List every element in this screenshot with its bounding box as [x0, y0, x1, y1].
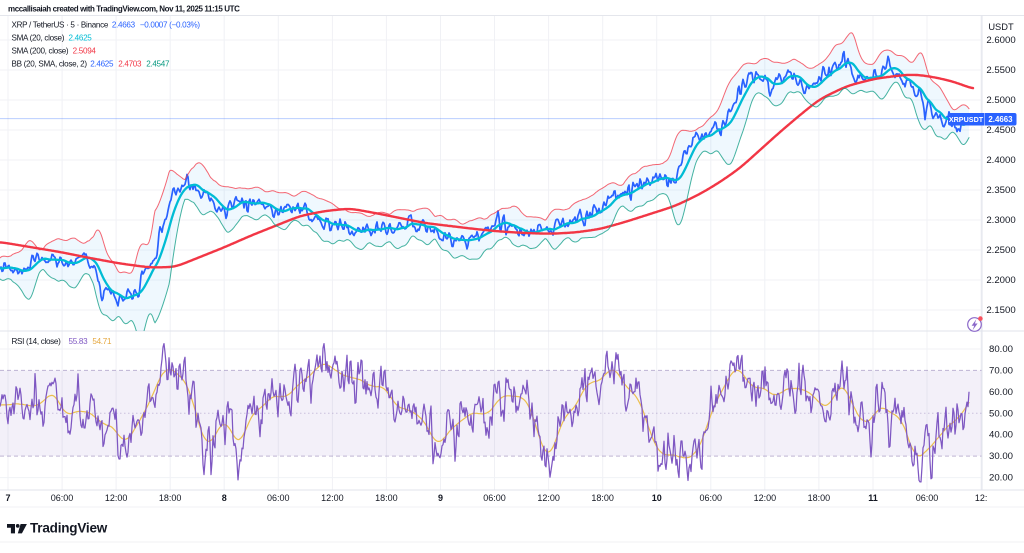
svg-text:06:00: 06:00: [700, 493, 723, 503]
svg-text:2.5500: 2.5500: [986, 65, 1015, 76]
svg-text:9: 9: [438, 493, 443, 503]
svg-text:06:00: 06:00: [267, 493, 290, 503]
svg-text:18:00: 18:00: [375, 493, 398, 503]
svg-text:2.3000: 2.3000: [986, 215, 1015, 226]
svg-text:XRP / TetherUS · 5 · Binance: XRP / TetherUS · 5 · Binance: [12, 21, 109, 30]
svg-text:40.00: 40.00: [989, 430, 1013, 441]
svg-text:RSI (14, close): RSI (14, close): [12, 337, 62, 346]
svg-text:20.00: 20.00: [989, 473, 1013, 484]
svg-text:30.00: 30.00: [989, 451, 1013, 462]
svg-text:USDT: USDT: [988, 22, 1014, 32]
svg-text:12:00: 12:00: [105, 493, 128, 503]
svg-text:12:00: 12:00: [321, 493, 344, 503]
svg-text:12:00: 12:00: [754, 493, 777, 503]
svg-text:2.1500: 2.1500: [986, 305, 1015, 316]
svg-text:55.83: 55.83: [69, 337, 89, 346]
svg-text:2.6000: 2.6000: [986, 35, 1015, 46]
svg-text:11: 11: [868, 493, 878, 503]
svg-text:50.00: 50.00: [989, 408, 1013, 419]
svg-text:SMA (20, close): SMA (20, close): [12, 34, 65, 43]
svg-text:18:00: 18:00: [808, 493, 831, 503]
svg-text:2.2000: 2.2000: [986, 275, 1015, 286]
svg-text:10: 10: [652, 493, 662, 503]
svg-text:XRPUSDT: XRPUSDT: [949, 115, 984, 124]
svg-text:06:00: 06:00: [483, 493, 506, 503]
svg-text:2.4547: 2.4547: [146, 60, 170, 69]
svg-text:7: 7: [5, 493, 10, 503]
svg-text:2.4625: 2.4625: [69, 34, 93, 43]
svg-text:TradingView: TradingView: [30, 521, 108, 536]
svg-text:54.71: 54.71: [92, 337, 112, 346]
svg-text:12:00: 12:00: [537, 493, 560, 503]
svg-text:2.4663: 2.4663: [988, 115, 1013, 124]
svg-text:2.4625: 2.4625: [90, 60, 114, 69]
svg-text:2.3500: 2.3500: [986, 185, 1015, 196]
svg-text:SMA (200, close): SMA (200, close): [12, 47, 69, 56]
svg-text:2.2500: 2.2500: [986, 245, 1015, 256]
svg-text:2.4703: 2.4703: [118, 60, 142, 69]
svg-text:BB (20, SMA, close, 2): BB (20, SMA, close, 2): [12, 60, 88, 69]
svg-text:06:00: 06:00: [51, 493, 74, 503]
svg-text:80.00: 80.00: [989, 344, 1013, 355]
svg-text:60.00: 60.00: [989, 387, 1013, 398]
svg-text:06:00: 06:00: [916, 493, 939, 503]
svg-text:2.5094: 2.5094: [73, 47, 97, 56]
svg-text:18:00: 18:00: [591, 493, 614, 503]
svg-text:12:: 12:: [975, 493, 988, 503]
svg-text:mccallisaiah created with Trad: mccallisaiah created with TradingView.co…: [8, 5, 240, 14]
svg-text:−0.0007 (−0.03%): −0.0007 (−0.03%): [140, 21, 201, 30]
svg-text:2.4500: 2.4500: [986, 125, 1015, 136]
svg-text:70.00: 70.00: [989, 365, 1013, 376]
svg-text:8: 8: [222, 493, 227, 503]
svg-text:2.4663: 2.4663: [112, 21, 136, 30]
svg-text:2.5000: 2.5000: [986, 95, 1015, 106]
svg-text:2.4000: 2.4000: [986, 155, 1015, 166]
svg-text:18:00: 18:00: [159, 493, 182, 503]
